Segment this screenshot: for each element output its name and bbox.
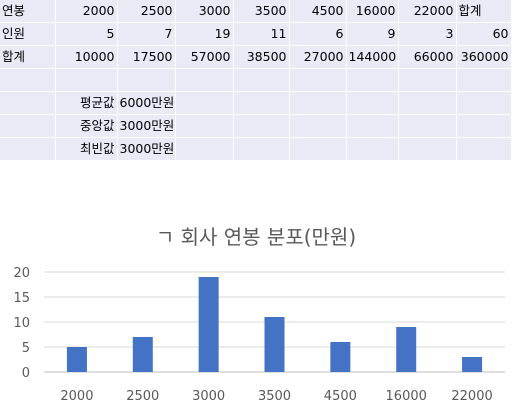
data-rows: 연봉 2000 2500 3000 3500 4500 16000 22000 … — [0, 0, 512, 161]
table-row-median: 중앙값 3000만원 — [0, 114, 512, 138]
table-row-mean: 평균값 6000만원 — [0, 91, 512, 115]
cell[interactable] — [0, 114, 56, 138]
cell[interactable] — [346, 114, 399, 138]
cell[interactable]: 3000 — [175, 0, 234, 23]
cell[interactable]: 5 — [55, 22, 118, 46]
cell[interactable]: 27000 — [289, 45, 347, 69]
table-row-empty — [0, 68, 512, 92]
cell[interactable] — [456, 68, 512, 92]
y-tick-label: 15 — [13, 291, 30, 306]
spreadsheet: 연봉 2000 2500 3000 3500 4500 16000 22000 … — [0, 0, 512, 161]
y-tick-label: 5 — [22, 341, 30, 356]
cell[interactable] — [398, 137, 457, 161]
cell[interactable] — [346, 137, 399, 161]
stat-value-mean[interactable]: 6000만원 — [117, 91, 176, 115]
chart[interactable]: ㄱ 회사 연봉 분포(만원) 0 5 10 15 20 2000 2500 3000 3500… — [0, 212, 512, 413]
cell[interactable]: 360000 — [456, 45, 512, 69]
cell[interactable]: 17500 — [117, 45, 176, 69]
cell[interactable] — [117, 68, 176, 92]
cell[interactable] — [0, 68, 56, 92]
cell[interactable] — [289, 68, 347, 92]
stat-value-mode[interactable]: 3000만원 — [117, 137, 176, 161]
cell[interactable] — [175, 91, 234, 115]
cell[interactable] — [289, 137, 347, 161]
stat-value-median[interactable]: 3000만원 — [117, 114, 176, 138]
x-tick-label: 2500 — [126, 389, 159, 404]
cell[interactable] — [175, 137, 234, 161]
bars — [66, 277, 483, 372]
cell[interactable] — [55, 68, 118, 92]
cell[interactable]: 38500 — [233, 45, 290, 69]
stat-label-median[interactable]: 중앙값 — [55, 114, 118, 138]
cell[interactable]: 3500 — [233, 0, 290, 23]
cell[interactable] — [456, 137, 512, 161]
chart-title: ㄱ 회사 연봉 분포(만원) — [156, 225, 356, 249]
cell[interactable] — [456, 91, 512, 115]
bar-22000[interactable] — [462, 357, 483, 372]
cell[interactable] — [456, 114, 512, 138]
cell[interactable]: 6 — [289, 22, 347, 46]
table-row-mode: 최빈값 3000만원 — [0, 137, 512, 161]
cell[interactable] — [398, 68, 457, 92]
cell[interactable]: 66000 — [398, 45, 457, 69]
bar-2000[interactable] — [66, 347, 87, 372]
cell[interactable] — [233, 91, 290, 115]
x-tick-label: 3500 — [258, 389, 291, 404]
cell[interactable]: 60 — [456, 22, 512, 46]
x-tick-label: 2000 — [60, 389, 93, 404]
bar-3000[interactable] — [198, 277, 219, 372]
stat-label-mean[interactable]: 평균값 — [55, 91, 118, 115]
table-row-count: 인원 5 7 19 11 6 9 3 60 — [0, 22, 512, 46]
cell[interactable]: 7 — [117, 22, 176, 46]
cell[interactable]: 연봉 — [0, 0, 56, 23]
cell[interactable] — [0, 137, 56, 161]
cell[interactable]: 인원 — [0, 22, 56, 46]
cell[interactable]: 11 — [233, 22, 290, 46]
cell[interactable] — [346, 68, 399, 92]
x-axis-ticks: 2000 2500 3000 3500 4500 16000 22000 — [60, 389, 492, 404]
stat-label-mode[interactable]: 최빈값 — [55, 137, 118, 161]
x-tick-label: 4500 — [324, 389, 357, 404]
x-tick-label: 3000 — [192, 389, 225, 404]
cell[interactable] — [0, 91, 56, 115]
cell[interactable] — [289, 114, 347, 138]
cell[interactable] — [346, 91, 399, 115]
cell[interactable] — [398, 114, 457, 138]
y-tick-label: 20 — [13, 266, 30, 281]
y-tick-label: 0 — [22, 366, 30, 381]
cell[interactable]: 2500 — [117, 0, 176, 23]
cell[interactable]: 10000 — [55, 45, 118, 69]
y-axis-ticks: 0 5 10 15 20 — [13, 266, 30, 381]
cell[interactable] — [233, 114, 290, 138]
x-tick-label: 16000 — [386, 389, 427, 404]
cell[interactable] — [233, 137, 290, 161]
cell[interactable] — [175, 68, 234, 92]
bar-chart: ㄱ 회사 연봉 분포(만원) 0 5 10 15 20 2000 2500 3000 3500… — [13, 225, 505, 404]
cell[interactable]: 2000 — [55, 0, 118, 23]
data-table: 연봉 2000 2500 3000 3500 4500 16000 22000 … — [0, 0, 512, 161]
cell[interactable] — [398, 91, 457, 115]
y-tick-label: 10 — [13, 316, 30, 331]
cell[interactable]: 3 — [398, 22, 457, 46]
bar-2500[interactable] — [132, 337, 153, 372]
cell[interactable]: 144000 — [346, 45, 399, 69]
cell[interactable] — [175, 114, 234, 138]
bar-16000[interactable] — [396, 327, 417, 372]
cell[interactable]: 22000 — [398, 0, 457, 23]
bar-4500[interactable] — [330, 342, 351, 372]
bar-3500[interactable] — [264, 317, 285, 372]
cell[interactable]: 4500 — [289, 0, 347, 23]
cell[interactable]: 16000 — [346, 0, 399, 23]
cell[interactable]: 합계 — [456, 0, 512, 23]
cell[interactable]: 합계 — [0, 45, 56, 69]
table-row-total: 합계 10000 17500 57000 38500 27000 144000 … — [0, 45, 512, 69]
x-tick-label: 22000 — [451, 389, 492, 404]
cell[interactable] — [233, 68, 290, 92]
cell[interactable]: 9 — [346, 22, 399, 46]
cell[interactable]: 19 — [175, 22, 234, 46]
table-row-salary: 연봉 2000 2500 3000 3500 4500 16000 22000 … — [0, 0, 512, 23]
cell[interactable] — [289, 91, 347, 115]
cell[interactable]: 57000 — [175, 45, 234, 69]
